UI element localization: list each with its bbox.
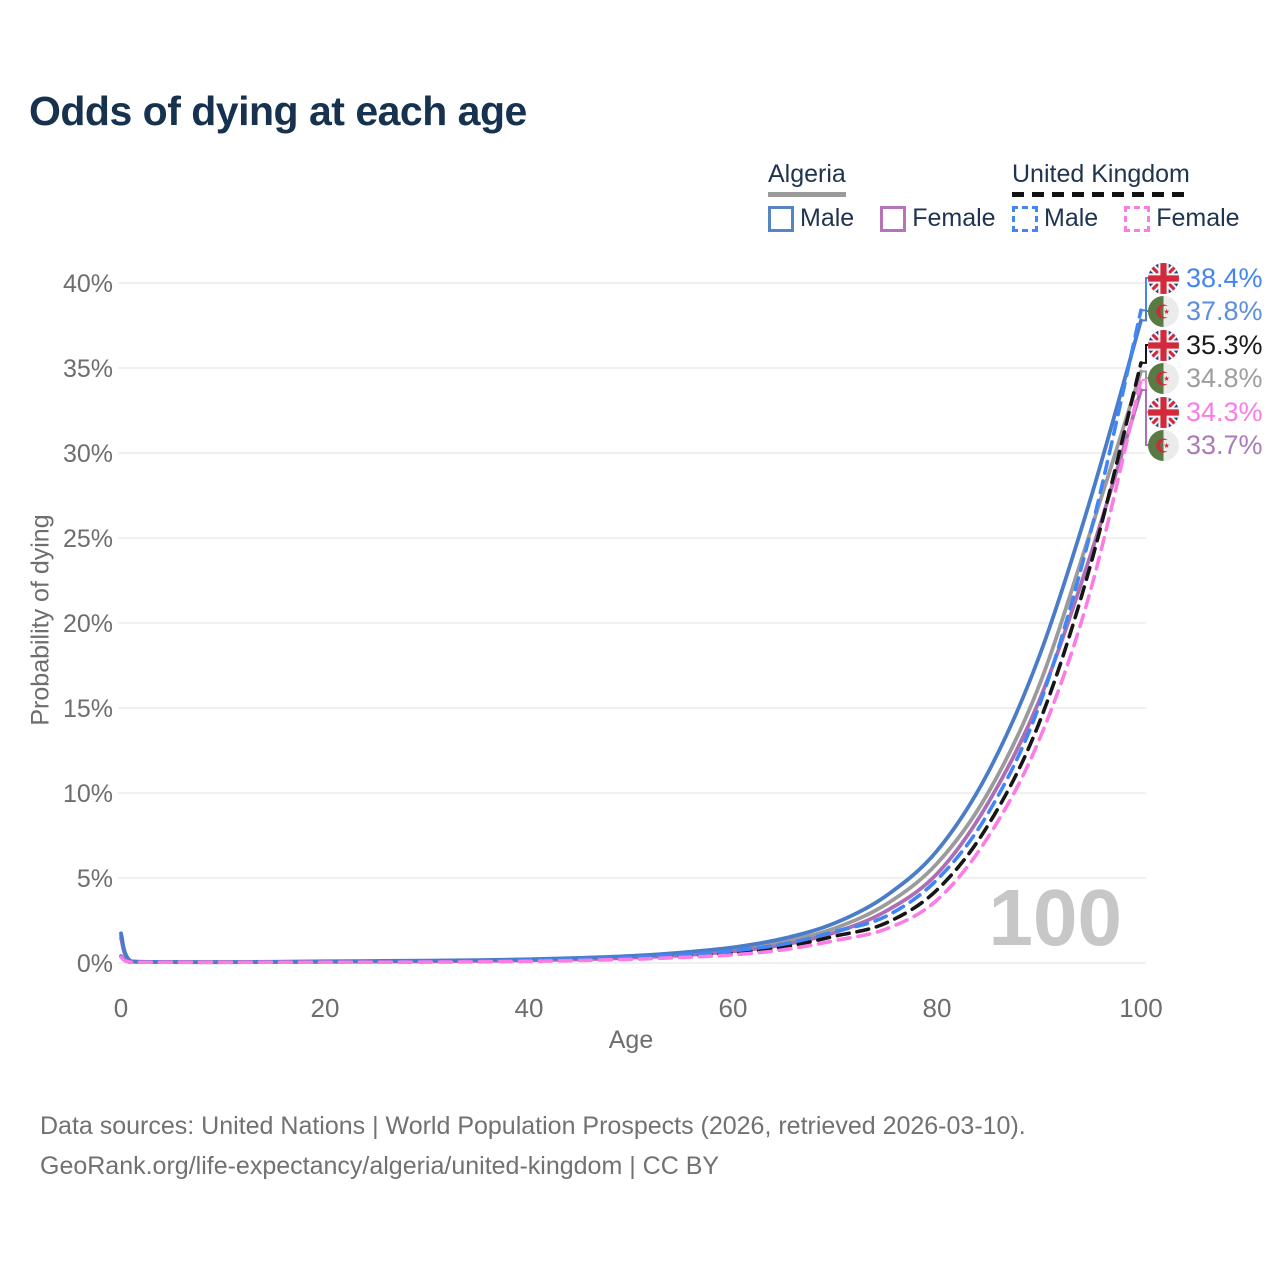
uk-female-swatch: [1124, 205, 1151, 232]
uk-line-style-swatch: [1012, 192, 1190, 197]
end-label-value: 33.7%: [1186, 429, 1263, 460]
x-tick-label: 80: [923, 993, 952, 1023]
age-counter-watermark: 100: [988, 873, 1122, 962]
algeria-flag-icon: ★: [1148, 429, 1179, 461]
end-label-algeria_total: ★ 34.8%: [1148, 360, 1263, 396]
y-axis-title: Probability of dying: [26, 514, 55, 726]
x-tick-label: 0: [114, 993, 128, 1023]
y-tick-label: 25%: [63, 525, 113, 553]
svg-text:★: ★: [1163, 306, 1169, 315]
x-axis-title: Age: [608, 1026, 654, 1054]
algeria-flag-icon: ★: [1148, 429, 1179, 461]
end-label-value: 35.3%: [1186, 329, 1263, 360]
uk-flag-icon: [1148, 329, 1179, 361]
x-tick-label: 40: [515, 993, 544, 1023]
legend-item-uk-female[interactable]: Female: [1124, 204, 1240, 233]
svg-text:★: ★: [1163, 440, 1169, 449]
end-label-uk_male: 38.4%: [1148, 260, 1263, 296]
uk-flag-icon: [1148, 262, 1179, 294]
svg-text:★: ★: [1163, 373, 1169, 382]
legend-item-algeria-female[interactable]: Female: [880, 204, 996, 233]
y-tick-label: 5%: [77, 865, 113, 893]
y-tick-label: 0%: [77, 950, 113, 978]
source-note: Data sources: United Nations | World Pop…: [40, 1106, 1026, 1186]
y-tick-label: 35%: [63, 355, 113, 383]
uk-flag-icon: [1148, 396, 1179, 428]
end-label-uk_female: 34.3%: [1148, 394, 1263, 430]
end-label-uk_total: 35.3%: [1148, 327, 1263, 363]
end-label-algeria_female: ★ 33.7%: [1148, 427, 1263, 463]
y-tick-label: 40%: [63, 270, 113, 298]
end-label-value: 38.4%: [1186, 262, 1263, 293]
algeria-line-style-swatch: [768, 192, 846, 197]
x-tick-label: 100: [1119, 993, 1162, 1023]
end-label-value: 34.3%: [1186, 396, 1263, 427]
legend-country-united-kingdom[interactable]: United Kingdom: [1012, 160, 1190, 197]
series-line-uk_female: [119, 378, 1143, 965]
algeria-female-swatch: [880, 205, 907, 232]
legend-item-algeria-male[interactable]: Male: [768, 204, 854, 233]
legend-item-uk-male[interactable]: Male: [1012, 204, 1098, 233]
legend-label-algeria-male: Male: [800, 204, 855, 232]
legend-country-algeria[interactable]: Algeria: [768, 160, 846, 197]
legend-country-uk-label: United Kingdom: [1012, 160, 1190, 188]
page-title: Odds of dying at each age: [29, 88, 527, 134]
legend-country-algeria-label: Algeria: [768, 160, 846, 188]
uk-flag-icon: [1148, 329, 1179, 361]
x-tick-label: 20: [311, 993, 340, 1023]
legend-label-algeria-female: Female: [912, 204, 996, 232]
y-tick-label: 10%: [63, 780, 113, 808]
uk-flag-icon: [1148, 396, 1179, 428]
uk-male-swatch: [1012, 205, 1038, 232]
legend-label-uk-male: Male: [1044, 204, 1099, 232]
legend-group-algeria: Algeria Male Female: [768, 160, 1022, 233]
source-line-1: Data sources: United Nations | World Pop…: [40, 1112, 1026, 1140]
series-line-algeria_female: [119, 388, 1143, 965]
series-line-algeria_total: [119, 369, 1143, 965]
algeria-flag-icon: ★: [1148, 362, 1179, 394]
algeria-flag-icon: ★: [1148, 295, 1179, 327]
legend-group-united-kingdom: United Kingdom Male Female: [1012, 160, 1266, 233]
end-label-value: 37.8%: [1186, 295, 1263, 326]
end-label-algeria_male: ★ 37.8%: [1148, 293, 1263, 329]
uk-flag-icon: [1148, 262, 1179, 294]
y-tick-label: 30%: [63, 440, 113, 468]
y-tick-label: 15%: [63, 695, 113, 723]
end-label-value: 34.8%: [1186, 362, 1263, 393]
x-tick-label: 60: [719, 993, 748, 1023]
source-line-2: GeoRank.org/life-expectancy/algeria/unit…: [40, 1152, 720, 1180]
series-line-uk_male: [119, 308, 1143, 965]
legend-label-uk-female: Female: [1156, 204, 1240, 232]
algeria-male-swatch: [768, 205, 794, 232]
series-line-algeria_male: [119, 318, 1143, 965]
y-tick-label: 20%: [63, 610, 113, 638]
algeria-flag-icon: ★: [1148, 295, 1179, 327]
algeria-flag-icon: ★: [1148, 362, 1179, 394]
